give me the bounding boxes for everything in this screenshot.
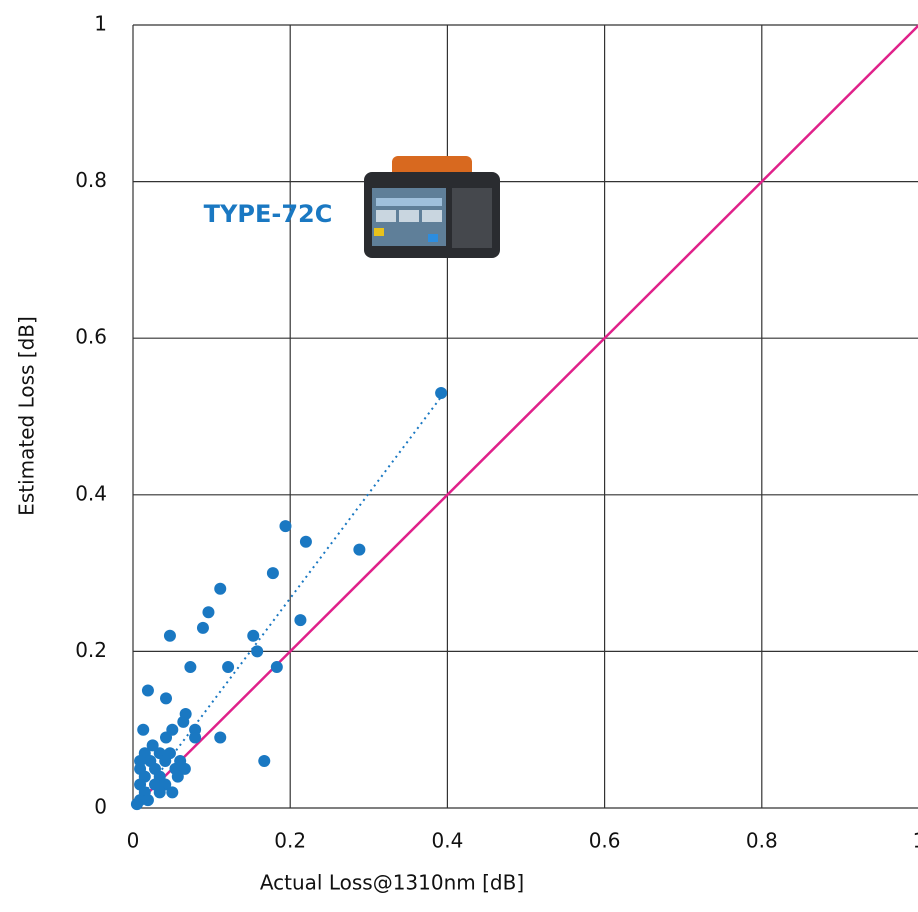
y-tick-label: 0.8 [75,168,107,192]
x-axis-title: Actual Loss@1310nm [dB] [260,871,524,895]
point [184,661,197,674]
point [137,723,150,736]
annotation: TYPE-72C [204,200,333,228]
point [202,606,215,619]
point [247,629,260,642]
y-axis-title: Estimated Loss [dB] [15,316,39,516]
point [279,520,292,533]
point [166,723,179,736]
point [189,731,202,744]
point [160,692,173,705]
point [141,684,154,697]
point [141,794,154,807]
y-tick-label: 0.2 [75,638,107,662]
x-tick-label: 1 [913,829,918,853]
x-tick-label: 0 [127,829,140,853]
x-tick-label: 0.6 [589,829,621,853]
y-tick-label: 1 [94,12,107,36]
y-tick-label: 0 [94,795,107,819]
point [270,661,283,674]
x-tick-label: 0.4 [431,829,463,853]
point [178,762,191,775]
point [299,535,312,548]
point [251,645,264,658]
point [159,755,172,768]
point [171,770,184,783]
y-tick-label: 0.4 [75,481,107,505]
point [222,661,235,674]
point [353,543,366,556]
x-tick-label: 0.8 [746,829,778,853]
trend-line [132,396,442,809]
reference-line [132,24,918,809]
point [130,798,143,811]
point [177,715,190,728]
y-tick-label: 0.6 [75,325,107,349]
point [214,582,227,595]
point [214,731,227,744]
point [435,387,448,400]
point [166,786,179,799]
point [258,755,271,768]
point [266,567,279,580]
x-tick-label: 0.2 [274,829,306,853]
point [153,786,166,799]
point [196,621,209,634]
point [163,629,176,642]
device-illustration [364,156,500,258]
point [146,739,159,752]
point [294,614,307,627]
